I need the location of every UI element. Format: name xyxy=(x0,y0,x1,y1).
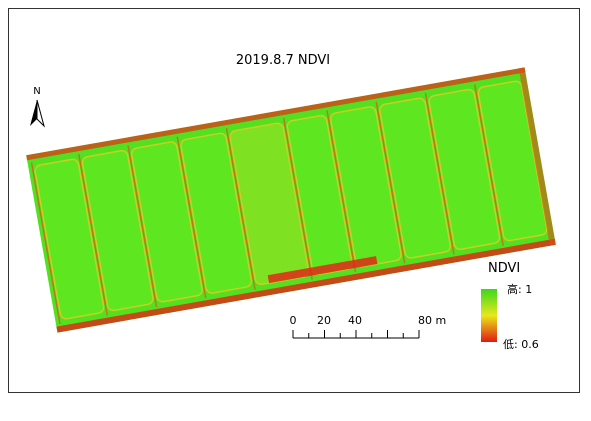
plot-divider xyxy=(326,110,357,273)
field-image xyxy=(26,67,556,333)
map-title: 2019.8.7 NDVI xyxy=(236,53,330,68)
plot-divider xyxy=(78,154,109,316)
scale-label: 20 xyxy=(317,314,331,327)
scale-label: 40 xyxy=(348,314,362,327)
plot xyxy=(379,97,452,259)
scale-label: 80 m xyxy=(418,314,446,327)
arrow-left xyxy=(30,100,37,126)
red-road xyxy=(267,256,378,284)
plot xyxy=(34,158,105,320)
plots xyxy=(30,80,548,325)
field-edge-right xyxy=(518,67,556,246)
legend: NDVI 高: 1 低: 0.6 xyxy=(481,261,539,351)
plot xyxy=(180,132,253,294)
plot xyxy=(130,141,203,303)
field-edge-top xyxy=(26,67,526,161)
legend-title: NDVI xyxy=(488,261,520,276)
plot-divider xyxy=(424,92,455,255)
plot-divider xyxy=(473,84,504,246)
field-edge-bottom xyxy=(56,238,556,333)
legend-low: 低: 0.6 xyxy=(503,338,539,351)
arrow-right xyxy=(36,99,45,128)
plot-divider xyxy=(176,136,207,299)
plot-divider xyxy=(225,127,256,290)
plot-divider xyxy=(30,162,61,325)
legend-gradient xyxy=(481,289,497,342)
plot-divider xyxy=(282,117,313,280)
north-label: N xyxy=(33,86,40,97)
scale-bar: 0 20 40 80 m xyxy=(290,314,446,339)
scale-label: 0 xyxy=(290,314,297,327)
plot-divider xyxy=(127,145,158,308)
plot xyxy=(329,106,402,268)
plot xyxy=(81,149,154,312)
plot xyxy=(428,88,501,251)
plot-divider xyxy=(375,101,406,264)
north-arrow: N xyxy=(30,86,45,128)
legend-high: 高: 1 xyxy=(507,282,532,296)
